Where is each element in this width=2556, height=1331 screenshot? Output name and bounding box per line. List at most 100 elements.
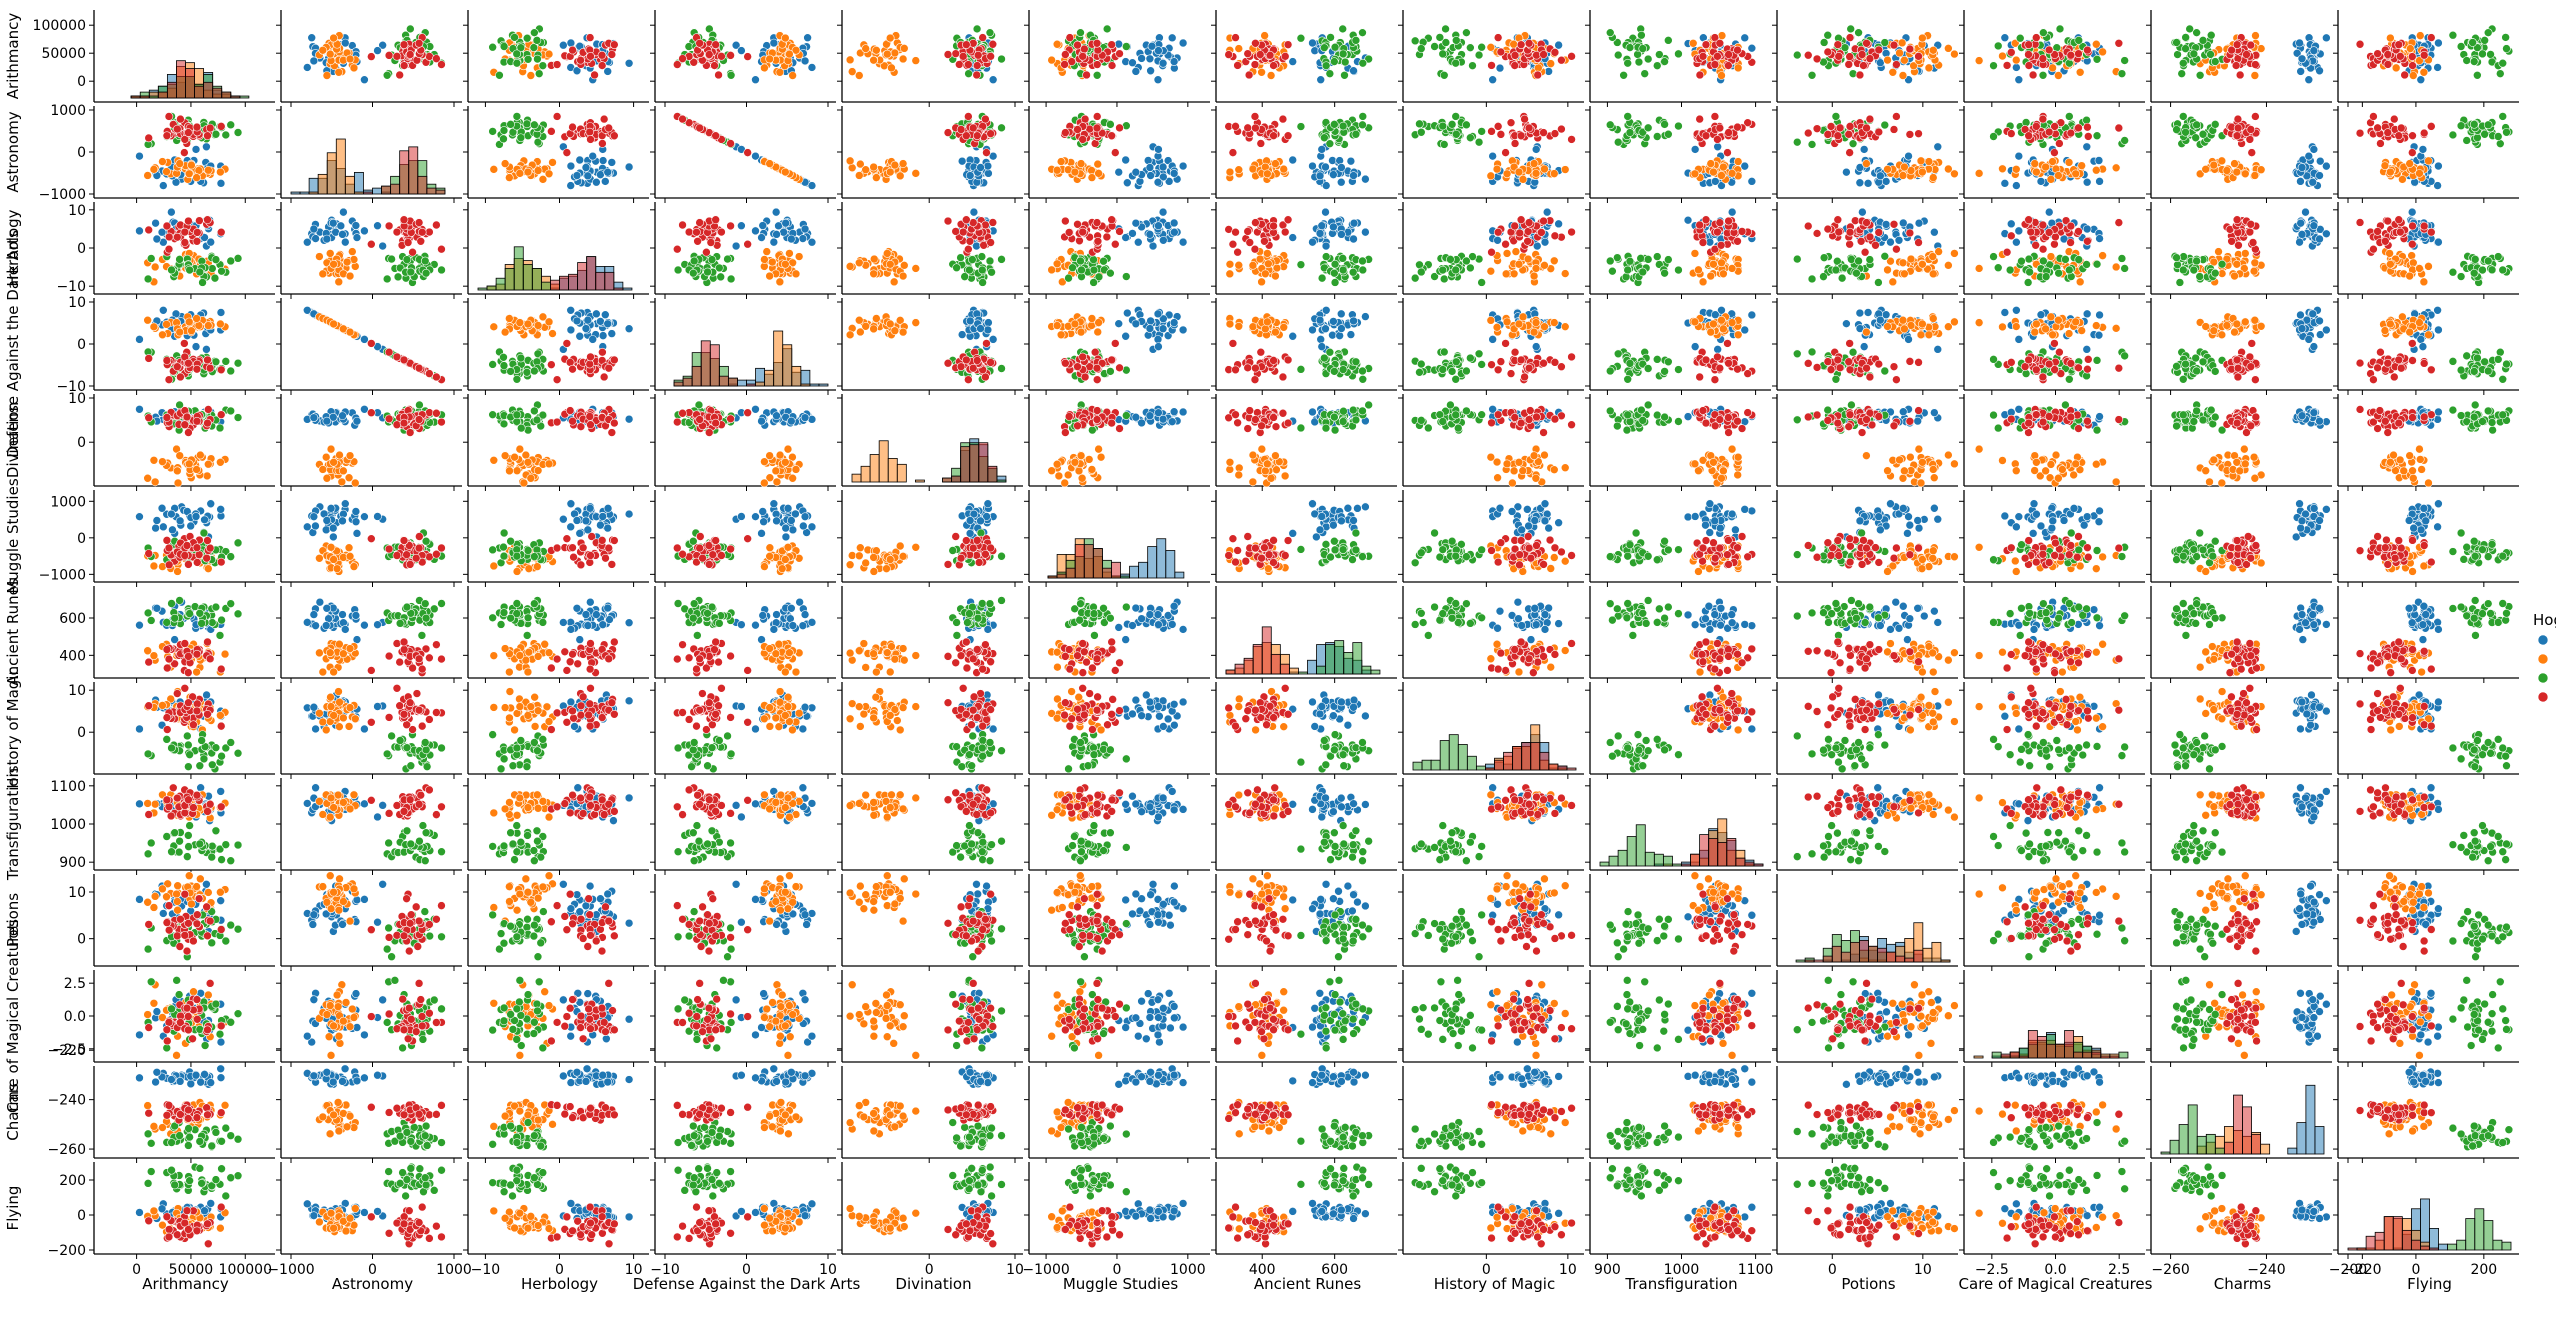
point-gryffindor	[383, 275, 391, 283]
point-hufflepuff	[1713, 135, 1721, 143]
point-gryffindor	[1664, 36, 1672, 44]
point-slytherin	[2231, 160, 2239, 168]
point-ravenclaw	[1714, 143, 1722, 151]
hist-bar	[140, 96, 149, 98]
point-ravenclaw	[759, 222, 767, 230]
point-hufflepuff	[727, 51, 735, 59]
point-gryffindor	[499, 135, 507, 143]
point-slytherin	[545, 170, 553, 178]
point-hufflepuff	[696, 39, 704, 47]
point-gryffindor	[1606, 121, 1614, 129]
point-slytherin	[887, 64, 895, 72]
point-hufflepuff	[707, 238, 715, 246]
point-gryffindor	[1808, 71, 1816, 79]
point-slytherin	[855, 71, 863, 79]
point-hufflepuff	[1093, 124, 1101, 132]
y-tick-label: 0	[77, 241, 86, 257]
point-hufflepuff	[1251, 124, 1259, 132]
point-slytherin	[1515, 168, 1523, 176]
point-gryffindor	[1639, 45, 1647, 53]
point-gryffindor	[1103, 25, 1111, 33]
point-gryffindor	[1832, 112, 1840, 120]
point-gryffindor	[1330, 58, 1338, 66]
point-gryffindor	[535, 70, 543, 78]
point-gryffindor	[2179, 59, 2187, 67]
point-gryffindor	[1122, 42, 1130, 50]
point-gryffindor	[2463, 136, 2471, 144]
point-ravenclaw	[153, 235, 161, 243]
point-gryffindor	[2494, 132, 2502, 140]
point-gryffindor	[530, 29, 538, 37]
point-hufflepuff	[1497, 130, 1505, 138]
point-slytherin	[792, 270, 800, 278]
panel-astronomy-vs-transfiguration	[1585, 106, 1771, 203]
point-ravenclaw	[2310, 145, 2318, 153]
point-slytherin	[1057, 158, 1065, 166]
point-hufflepuff	[979, 34, 987, 42]
point-gryffindor	[2496, 140, 2504, 148]
point-hufflepuff	[1521, 115, 1529, 123]
point-ravenclaw	[2309, 178, 2317, 186]
point-slytherin	[315, 253, 323, 261]
point-hufflepuff	[1856, 71, 1864, 79]
point-hufflepuff	[1725, 50, 1733, 58]
point-slytherin	[1709, 168, 1717, 176]
panel-astronomy-vs-ancient-runes	[1211, 106, 1397, 203]
point-ravenclaw	[1147, 67, 1155, 75]
point-slytherin	[2054, 171, 2062, 179]
point-hufflepuff	[1093, 39, 1101, 47]
point-ravenclaw	[1905, 152, 1913, 160]
point-ravenclaw	[374, 222, 382, 230]
point-ravenclaw	[1741, 34, 1749, 42]
point-gryffindor	[2093, 55, 2101, 63]
point-gryffindor	[1626, 44, 1634, 52]
point-hufflepuff	[385, 51, 393, 59]
point-slytherin	[2381, 162, 2389, 170]
panel-arithmancy-vs-flying	[2333, 10, 2519, 107]
point-slytherin	[490, 165, 498, 173]
point-hufflepuff	[679, 55, 687, 63]
point-slytherin	[1689, 39, 1697, 47]
point-slytherin	[1048, 56, 1056, 64]
point-gryffindor	[222, 131, 230, 139]
point-gryffindor	[2207, 31, 2215, 39]
point-slytherin	[1898, 39, 1906, 47]
point-hufflepuff	[2384, 129, 2392, 137]
point-hufflepuff	[717, 228, 725, 236]
point-slytherin	[1534, 64, 1542, 72]
point-hufflepuff	[1079, 135, 1087, 143]
point-hufflepuff	[2083, 46, 2091, 54]
point-hufflepuff	[2024, 50, 2032, 58]
point-hufflepuff	[679, 221, 687, 229]
point-ravenclaw	[2015, 152, 2023, 160]
point-hufflepuff	[2251, 61, 2259, 69]
point-hufflepuff	[1061, 60, 1069, 68]
point-hufflepuff	[2242, 50, 2250, 58]
point-hufflepuff	[2397, 124, 2405, 132]
point-hufflepuff	[2247, 41, 2255, 49]
point-hufflepuff	[973, 62, 981, 70]
point-gryffindor	[1415, 120, 1423, 128]
point-ravenclaw	[799, 235, 807, 243]
point-ravenclaw	[732, 242, 740, 250]
hist-bar	[550, 280, 559, 290]
point-hufflepuff	[1716, 39, 1724, 47]
point-ravenclaw	[567, 182, 575, 190]
point-gryffindor	[1358, 121, 1366, 129]
point-hufflepuff	[367, 53, 375, 61]
point-gryffindor	[1644, 55, 1652, 63]
point-slytherin	[2386, 34, 2394, 42]
point-gryffindor	[2196, 71, 2204, 79]
point-slytherin	[1998, 165, 2006, 173]
point-gryffindor	[965, 70, 973, 78]
point-gryffindor	[2473, 134, 2481, 142]
point-ravenclaw	[584, 172, 592, 180]
point-hufflepuff	[1890, 41, 1898, 49]
point-slytherin	[1862, 160, 1870, 168]
point-hufflepuff	[2396, 52, 2404, 60]
point-gryffindor	[2039, 71, 2047, 79]
point-hufflepuff	[1511, 139, 1519, 147]
point-gryffindor	[1339, 25, 1347, 33]
point-hufflepuff	[969, 39, 977, 47]
point-gryffindor	[1326, 70, 1334, 78]
